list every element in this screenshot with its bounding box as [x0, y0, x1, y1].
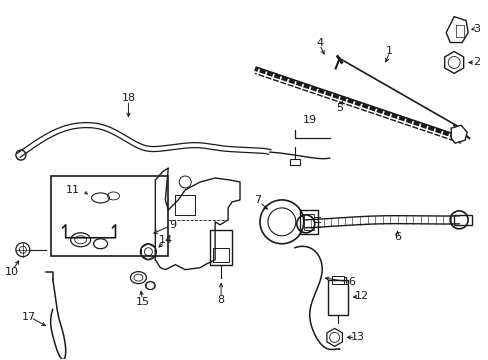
Bar: [331, 276, 343, 284]
Text: 13: 13: [350, 332, 364, 342]
Bar: [213, 248, 228, 262]
Text: 18: 18: [121, 93, 135, 103]
Text: 12: 12: [354, 291, 368, 301]
Text: 6: 6: [393, 232, 400, 242]
Text: 8: 8: [217, 294, 224, 305]
Text: 11: 11: [65, 185, 80, 195]
Text: 4: 4: [316, 37, 323, 48]
Bar: [453, 215, 471, 225]
Text: 17: 17: [22, 312, 36, 323]
Text: 2: 2: [472, 58, 480, 67]
Bar: [51, 176, 168, 256]
Text: 9: 9: [169, 220, 177, 230]
Polygon shape: [446, 17, 467, 42]
Text: 7: 7: [254, 195, 261, 205]
Text: 10: 10: [5, 267, 19, 276]
Text: 16: 16: [342, 276, 356, 287]
Polygon shape: [450, 125, 466, 143]
Bar: [299, 210, 317, 234]
Polygon shape: [289, 159, 299, 165]
Bar: [327, 280, 347, 315]
Text: 1: 1: [385, 45, 392, 55]
Text: 3: 3: [473, 24, 480, 33]
Text: 15: 15: [135, 297, 149, 306]
Bar: [303, 214, 313, 230]
Polygon shape: [326, 328, 342, 346]
Text: 14: 14: [159, 235, 173, 245]
Text: 19: 19: [302, 115, 316, 125]
Text: 5: 5: [335, 103, 343, 113]
Bar: [210, 230, 232, 265]
Polygon shape: [444, 51, 463, 73]
